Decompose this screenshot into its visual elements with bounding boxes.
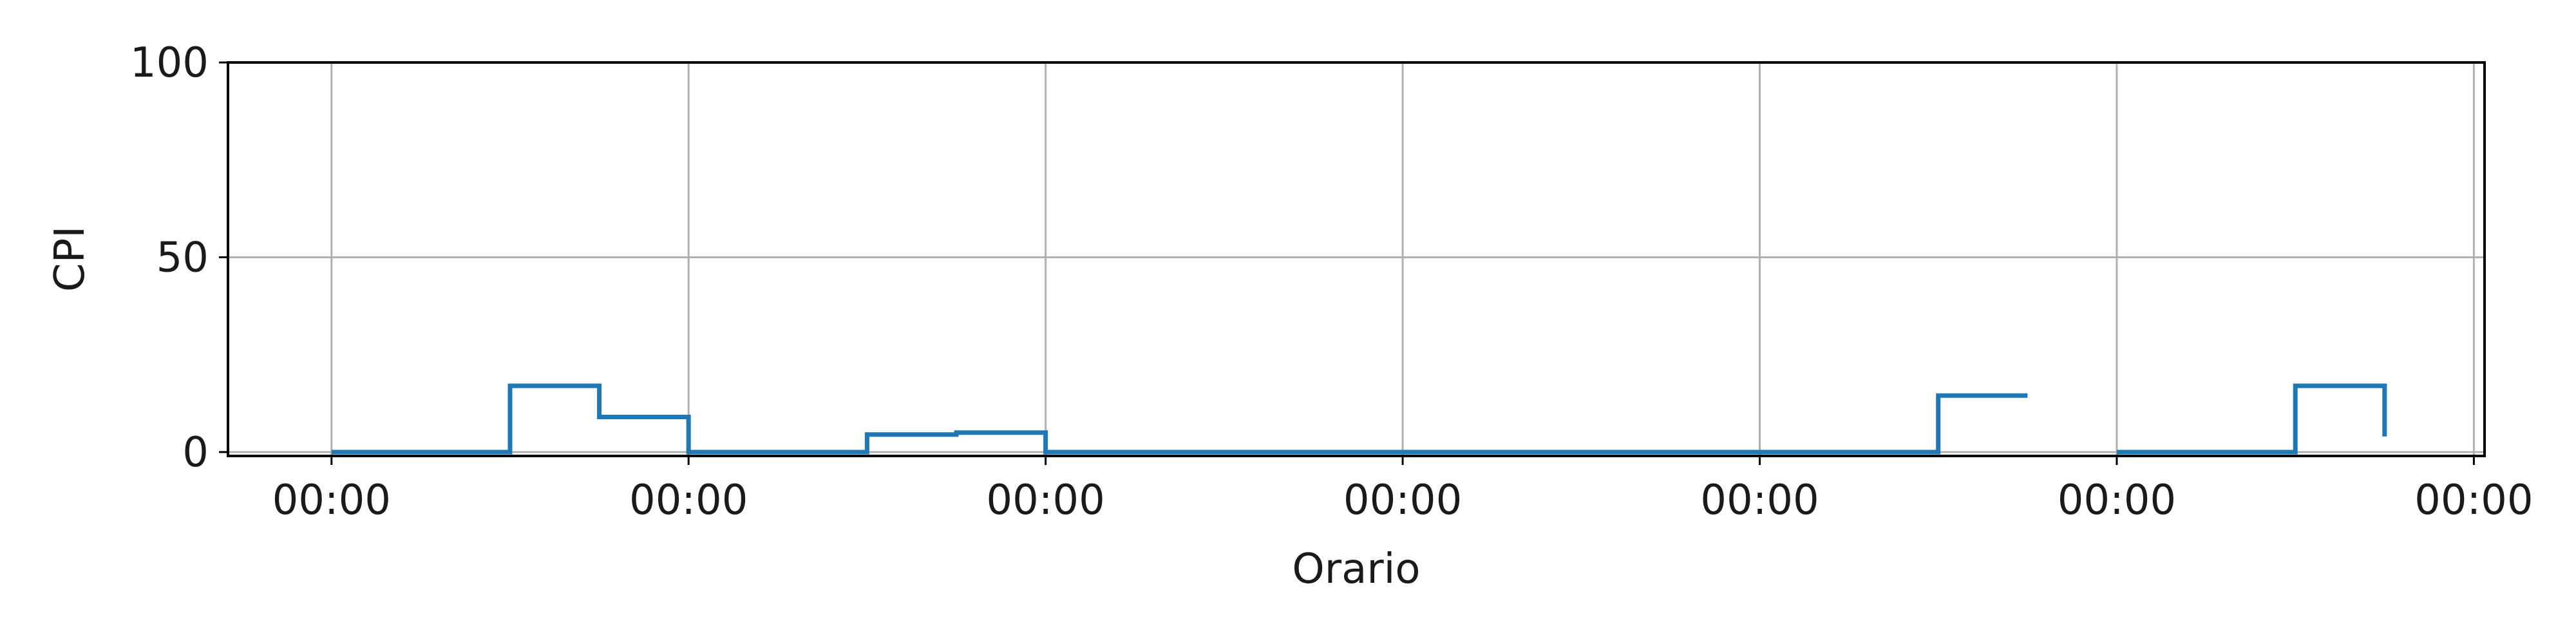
y-tick-label: 0 [182, 429, 209, 477]
x-axis-ticks: 00:00 00:00 00:00 00:00 00:00 00:00 00:00 [272, 456, 2533, 524]
y-axis-ticks: 0 50 100 [130, 39, 228, 477]
x-tick-label: 00:00 [1343, 477, 1462, 524]
y-axis-label: CPI [46, 226, 94, 292]
y-tick-label: 50 [156, 234, 209, 281]
cpi-series-line [2116, 383, 2387, 455]
x-tick-label: 00:00 [986, 477, 1104, 524]
x-tick-label: 00:00 [1700, 477, 1819, 524]
x-axis-label: Orario [1292, 545, 1420, 593]
cpi-series-line [331, 383, 2028, 455]
x-tick-label: 00:00 [629, 477, 748, 524]
plot-frame [227, 61, 2486, 457]
x-tick-label: 00:00 [2414, 477, 2533, 524]
x-tick-label: 00:00 [2058, 477, 2176, 524]
x-tick-label: 00:00 [272, 477, 391, 524]
series-layer [331, 383, 2387, 455]
y-tick-label: 100 [130, 39, 209, 87]
plot-background [228, 62, 2485, 456]
